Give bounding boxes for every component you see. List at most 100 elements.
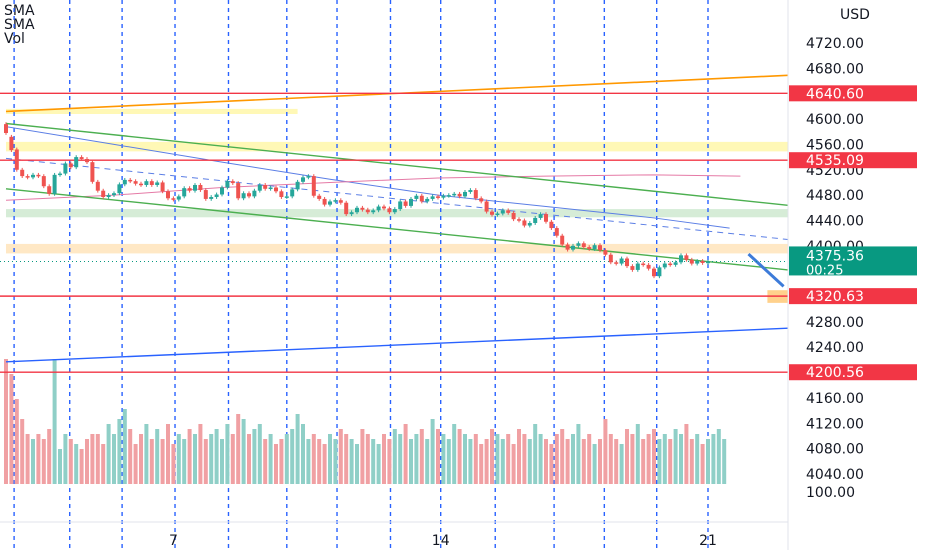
volume-bar bbox=[522, 434, 527, 484]
trendline-blue_heavy bbox=[747, 252, 785, 288]
volume-bar bbox=[106, 424, 111, 484]
candle-body bbox=[95, 181, 100, 191]
volume-bar bbox=[473, 434, 478, 484]
price-tick-label: 4600.00 bbox=[806, 112, 864, 128]
volume-bar bbox=[468, 439, 473, 484]
volume-bar bbox=[133, 444, 138, 484]
candle-body bbox=[479, 198, 484, 202]
volume-bar bbox=[333, 439, 338, 484]
candle-body bbox=[160, 182, 165, 192]
volume-bar bbox=[457, 429, 462, 484]
candle-body bbox=[468, 190, 473, 192]
price-tick-label: 4680.00 bbox=[806, 61, 864, 77]
candle-body bbox=[506, 210, 511, 213]
price-tick-label: 4280.00 bbox=[806, 315, 864, 331]
volume-bar bbox=[392, 429, 397, 484]
volume-bar bbox=[614, 439, 619, 484]
volume-bar bbox=[322, 444, 327, 484]
volume-bar bbox=[311, 434, 316, 484]
volume-bar bbox=[587, 434, 592, 484]
volume-bar bbox=[511, 444, 516, 484]
candle-body bbox=[387, 208, 392, 213]
candle-body bbox=[425, 198, 430, 202]
candle-body bbox=[25, 176, 30, 178]
candle-body bbox=[4, 124, 8, 134]
volume-bar bbox=[9, 374, 14, 484]
volume-bar bbox=[641, 439, 646, 484]
candle-body bbox=[176, 196, 181, 200]
candle-body bbox=[171, 198, 176, 200]
candle-body bbox=[247, 193, 251, 197]
volume-bar bbox=[571, 434, 575, 484]
candle-body bbox=[684, 255, 689, 260]
volume-bar bbox=[344, 434, 349, 484]
candle-body bbox=[68, 163, 73, 168]
moving-averages bbox=[5, 126, 741, 229]
volume-bar bbox=[279, 439, 284, 484]
volume-bar bbox=[436, 429, 440, 484]
candle-body bbox=[490, 211, 494, 215]
volume-bar bbox=[576, 424, 581, 484]
candle-body bbox=[457, 193, 462, 197]
candle-body bbox=[652, 268, 656, 277]
volume-bar bbox=[144, 424, 149, 484]
volume-bar bbox=[155, 429, 160, 484]
candle-body bbox=[128, 179, 133, 182]
candle-body bbox=[554, 228, 559, 236]
volume-bar bbox=[484, 439, 489, 484]
volume-bar bbox=[268, 434, 273, 484]
volume-bar bbox=[365, 434, 370, 484]
candle-body bbox=[47, 186, 52, 194]
candle-body bbox=[511, 212, 516, 220]
candle-body bbox=[85, 158, 89, 163]
candle-body bbox=[587, 247, 592, 249]
candle-body bbox=[31, 174, 35, 178]
volume-bar bbox=[398, 434, 403, 484]
volume-bar bbox=[360, 429, 365, 484]
currency-label[interactable]: USD bbox=[840, 7, 870, 23]
candle-body bbox=[203, 190, 208, 199]
candle-body bbox=[576, 243, 581, 246]
candle-body bbox=[436, 196, 440, 198]
volume-bar bbox=[112, 434, 116, 484]
candle-body bbox=[349, 212, 354, 215]
candle-body bbox=[193, 184, 197, 191]
volume-bar bbox=[290, 429, 295, 484]
legend-sma-1[interactable]: SMA bbox=[4, 3, 35, 19]
volume-bar bbox=[446, 439, 451, 484]
trendline-dashed_blue bbox=[5, 157, 789, 240]
candle-body bbox=[122, 179, 127, 185]
volume-bar bbox=[74, 444, 79, 484]
current-price-label: 4375.36 bbox=[806, 248, 864, 264]
candle-body bbox=[9, 136, 14, 151]
candle-body bbox=[700, 261, 705, 263]
candle-body bbox=[392, 209, 397, 213]
volume-bar bbox=[182, 439, 187, 484]
volume-bar bbox=[203, 439, 208, 484]
legend-sma-2[interactable]: SMA bbox=[4, 17, 35, 33]
volume-bar bbox=[711, 434, 716, 484]
candle-body bbox=[571, 245, 575, 250]
candle-body bbox=[560, 235, 565, 245]
volume-bar bbox=[581, 439, 586, 484]
candle-body bbox=[409, 198, 413, 206]
legend-vol[interactable]: Vol bbox=[4, 31, 25, 47]
volume-bar bbox=[193, 434, 197, 484]
candle-body bbox=[322, 198, 327, 205]
candle-body bbox=[74, 157, 79, 168]
candle-body bbox=[236, 183, 241, 199]
volume-bar bbox=[25, 434, 30, 484]
volume-bar bbox=[79, 449, 84, 484]
candle-body bbox=[544, 214, 548, 222]
candle-body bbox=[306, 176, 311, 178]
volume-bar bbox=[128, 429, 133, 484]
volume-bar bbox=[355, 444, 359, 484]
countdown-label: 00:25 bbox=[806, 263, 843, 278]
volume-bar bbox=[544, 439, 548, 484]
volume-bar bbox=[419, 429, 424, 484]
volume-bar bbox=[538, 434, 543, 484]
candle-body bbox=[301, 177, 305, 182]
zone-yellow bbox=[6, 141, 788, 152]
